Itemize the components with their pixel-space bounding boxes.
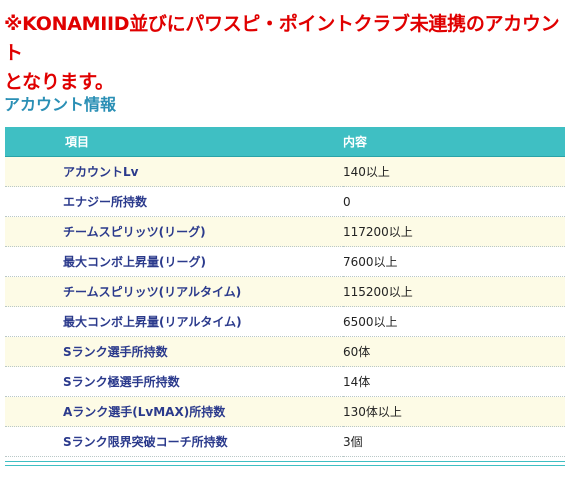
table-row: チームスピリッツ(リーグ) 117200以上 bbox=[5, 216, 565, 247]
row-item: 最大コンボ上昇量(リアルタイム) bbox=[5, 306, 343, 337]
table-row: 最大コンボ上昇量(リーグ) 7600以上 bbox=[5, 246, 565, 277]
row-value: 60体 bbox=[343, 336, 565, 367]
notice-line-1: ※KONAMIID並びにパワスピ・ポイントクラブ未連携のアカウント bbox=[4, 13, 560, 64]
table-row: チームスピリッツ(リアルタイム) 115200以上 bbox=[5, 276, 565, 307]
row-value: 6500以上 bbox=[343, 306, 565, 337]
notice-line-2: となります。 bbox=[4, 71, 114, 93]
header-value: 内容 bbox=[343, 127, 565, 157]
row-value: 14体 bbox=[343, 366, 565, 397]
table-row: Sランク極選手所持数 14体 bbox=[5, 366, 565, 397]
table-row: Aランク選手(LvMAX)所持数 130体以上 bbox=[5, 396, 565, 427]
row-value: 0 bbox=[343, 186, 565, 217]
row-item: アカウントLv bbox=[5, 156, 343, 187]
row-item: エナジー所持数 bbox=[5, 186, 343, 217]
table-row: エナジー所持数 0 bbox=[5, 186, 565, 217]
table-row: アカウントLv 140以上 bbox=[5, 156, 565, 187]
row-item: Sランク極選手所持数 bbox=[5, 366, 343, 397]
table-header-row: 項目 内容 bbox=[5, 127, 565, 157]
row-item: チームスピリッツ(リアルタイム) bbox=[5, 276, 343, 307]
row-value: 3個 bbox=[343, 426, 565, 457]
account-info-table: 項目 内容 アカウントLv 140以上 エナジー所持数 0 チームスピリッツ(リ… bbox=[5, 127, 565, 457]
table-bottom-divider bbox=[5, 461, 565, 466]
row-item: Aランク選手(LvMAX)所持数 bbox=[5, 396, 343, 427]
row-value: 7600以上 bbox=[343, 246, 565, 277]
table-row: Sランク限界突破コーチ所持数 3個 bbox=[5, 426, 565, 457]
table-row: 最大コンボ上昇量(リアルタイム) 6500以上 bbox=[5, 306, 565, 337]
row-value: 130体以上 bbox=[343, 396, 565, 427]
row-item: Sランク選手所持数 bbox=[5, 336, 343, 367]
row-item: 最大コンボ上昇量(リーグ) bbox=[5, 246, 343, 277]
row-item: Sランク限界突破コーチ所持数 bbox=[5, 426, 343, 457]
header-item: 項目 bbox=[5, 127, 343, 157]
table-row: Sランク選手所持数 60体 bbox=[5, 336, 565, 367]
row-value: 117200以上 bbox=[343, 216, 565, 247]
row-item: チームスピリッツ(リーグ) bbox=[5, 216, 343, 247]
row-value: 115200以上 bbox=[343, 276, 565, 307]
unlinked-account-notice: ※KONAMIID並びにパワスピ・ポイントクラブ未連携のアカウント となります。 bbox=[4, 10, 574, 97]
section-title: アカウント情報 bbox=[4, 95, 117, 114]
row-value: 140以上 bbox=[343, 156, 565, 187]
